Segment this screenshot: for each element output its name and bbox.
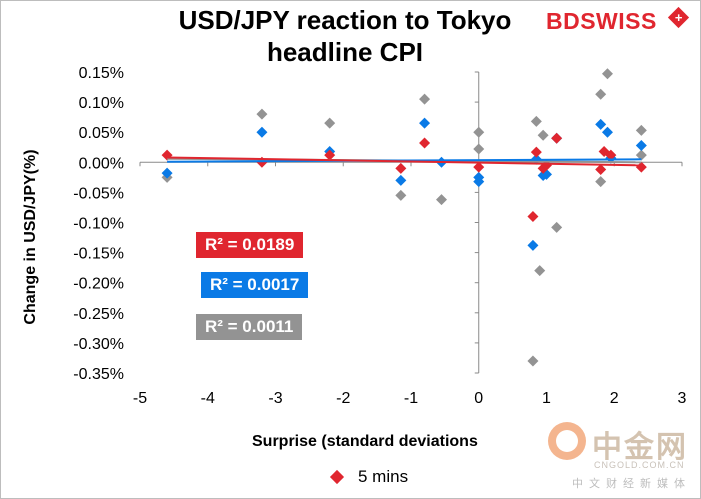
- legend-label: 5 mins: [358, 467, 409, 486]
- data-point: [527, 210, 539, 222]
- data-point: [534, 265, 546, 277]
- y-tick-label: -0.20%: [73, 276, 124, 293]
- x-axis-label: Surprise (standard deviations: [252, 433, 478, 450]
- data-point: [324, 117, 336, 129]
- data-point: [419, 93, 431, 105]
- trend-line: [167, 156, 642, 167]
- y-tick-label: -0.10%: [73, 216, 124, 233]
- watermark-text: 中金网: [592, 430, 688, 465]
- brand-logo: BDSWISS: [546, 8, 657, 34]
- data-point: [595, 88, 607, 100]
- y-tick-label: -0.05%: [73, 185, 124, 202]
- x-tick-label: -3: [268, 390, 282, 407]
- data-point: [635, 149, 647, 161]
- data-point: [473, 176, 485, 188]
- r2-label-15min: R² = 0.0017: [201, 272, 309, 298]
- x-tick-label: -4: [201, 390, 215, 407]
- y-tick-label: -0.15%: [73, 246, 124, 263]
- x-tick-label: 1: [542, 390, 551, 407]
- legend-marker: [329, 469, 345, 485]
- data-point: [527, 355, 539, 367]
- data-point: [601, 68, 613, 80]
- data-point: [551, 132, 563, 144]
- watermark-url: CNGOLD.COM.CN: [594, 460, 685, 470]
- data-point: [605, 149, 617, 161]
- data-point: [595, 176, 607, 188]
- y-tick-label: -0.25%: [73, 306, 124, 323]
- watermark-subtitle: 中文财经新媒体: [572, 477, 691, 490]
- y-tick-label: 0.00%: [79, 155, 124, 172]
- x-tick-label: 2: [610, 390, 619, 407]
- r2-label-30min: R² = 0.0011: [196, 314, 303, 340]
- data-point: [595, 118, 607, 130]
- data-point: [161, 167, 173, 179]
- legend: 5 mins: [329, 467, 409, 487]
- data-point: [473, 126, 485, 138]
- data-point: [595, 164, 607, 176]
- data-point: [324, 149, 336, 161]
- x-tick-label: 0: [474, 390, 483, 407]
- y-tick-label: 0.10%: [79, 95, 124, 112]
- data-point: [530, 146, 542, 158]
- x-tick-label: -2: [336, 390, 350, 407]
- x-tick-label: -5: [133, 390, 147, 407]
- data-point: [256, 126, 268, 138]
- data-point: [256, 108, 268, 120]
- r2-label-5min: R² = 0.0189: [196, 232, 304, 258]
- data-point: [527, 239, 539, 251]
- y-tick-label: 0.05%: [79, 125, 124, 142]
- data-point: [601, 126, 613, 138]
- data-point: [395, 162, 407, 174]
- data-point: [635, 139, 647, 151]
- data-point: [473, 161, 485, 173]
- data-point: [635, 124, 647, 136]
- data-point: [435, 194, 447, 206]
- data-point: [419, 117, 431, 129]
- y-axis-label: Change in USD/JPY(%): [22, 149, 39, 325]
- data-point: [395, 174, 407, 186]
- x-tick-label: 3: [678, 390, 687, 407]
- y-tick-label: -0.35%: [73, 366, 124, 383]
- data-point: [537, 129, 549, 141]
- y-tick-label: 0.15%: [79, 65, 124, 82]
- x-tick-label: -1: [404, 390, 418, 407]
- watermark: 中金网 CNGOLD.COM.CN 中文财经新媒体: [548, 420, 698, 492]
- data-point: [530, 115, 542, 127]
- data-point: [473, 143, 485, 155]
- data-point: [551, 221, 563, 233]
- data-point: [395, 189, 407, 201]
- y-tick-label: -0.30%: [73, 336, 124, 353]
- data-point: [419, 137, 431, 149]
- watermark-logo-icon: [548, 422, 586, 460]
- chart-title: USD/JPY reaction to Tokyo headline CPI: [178, 5, 512, 67]
